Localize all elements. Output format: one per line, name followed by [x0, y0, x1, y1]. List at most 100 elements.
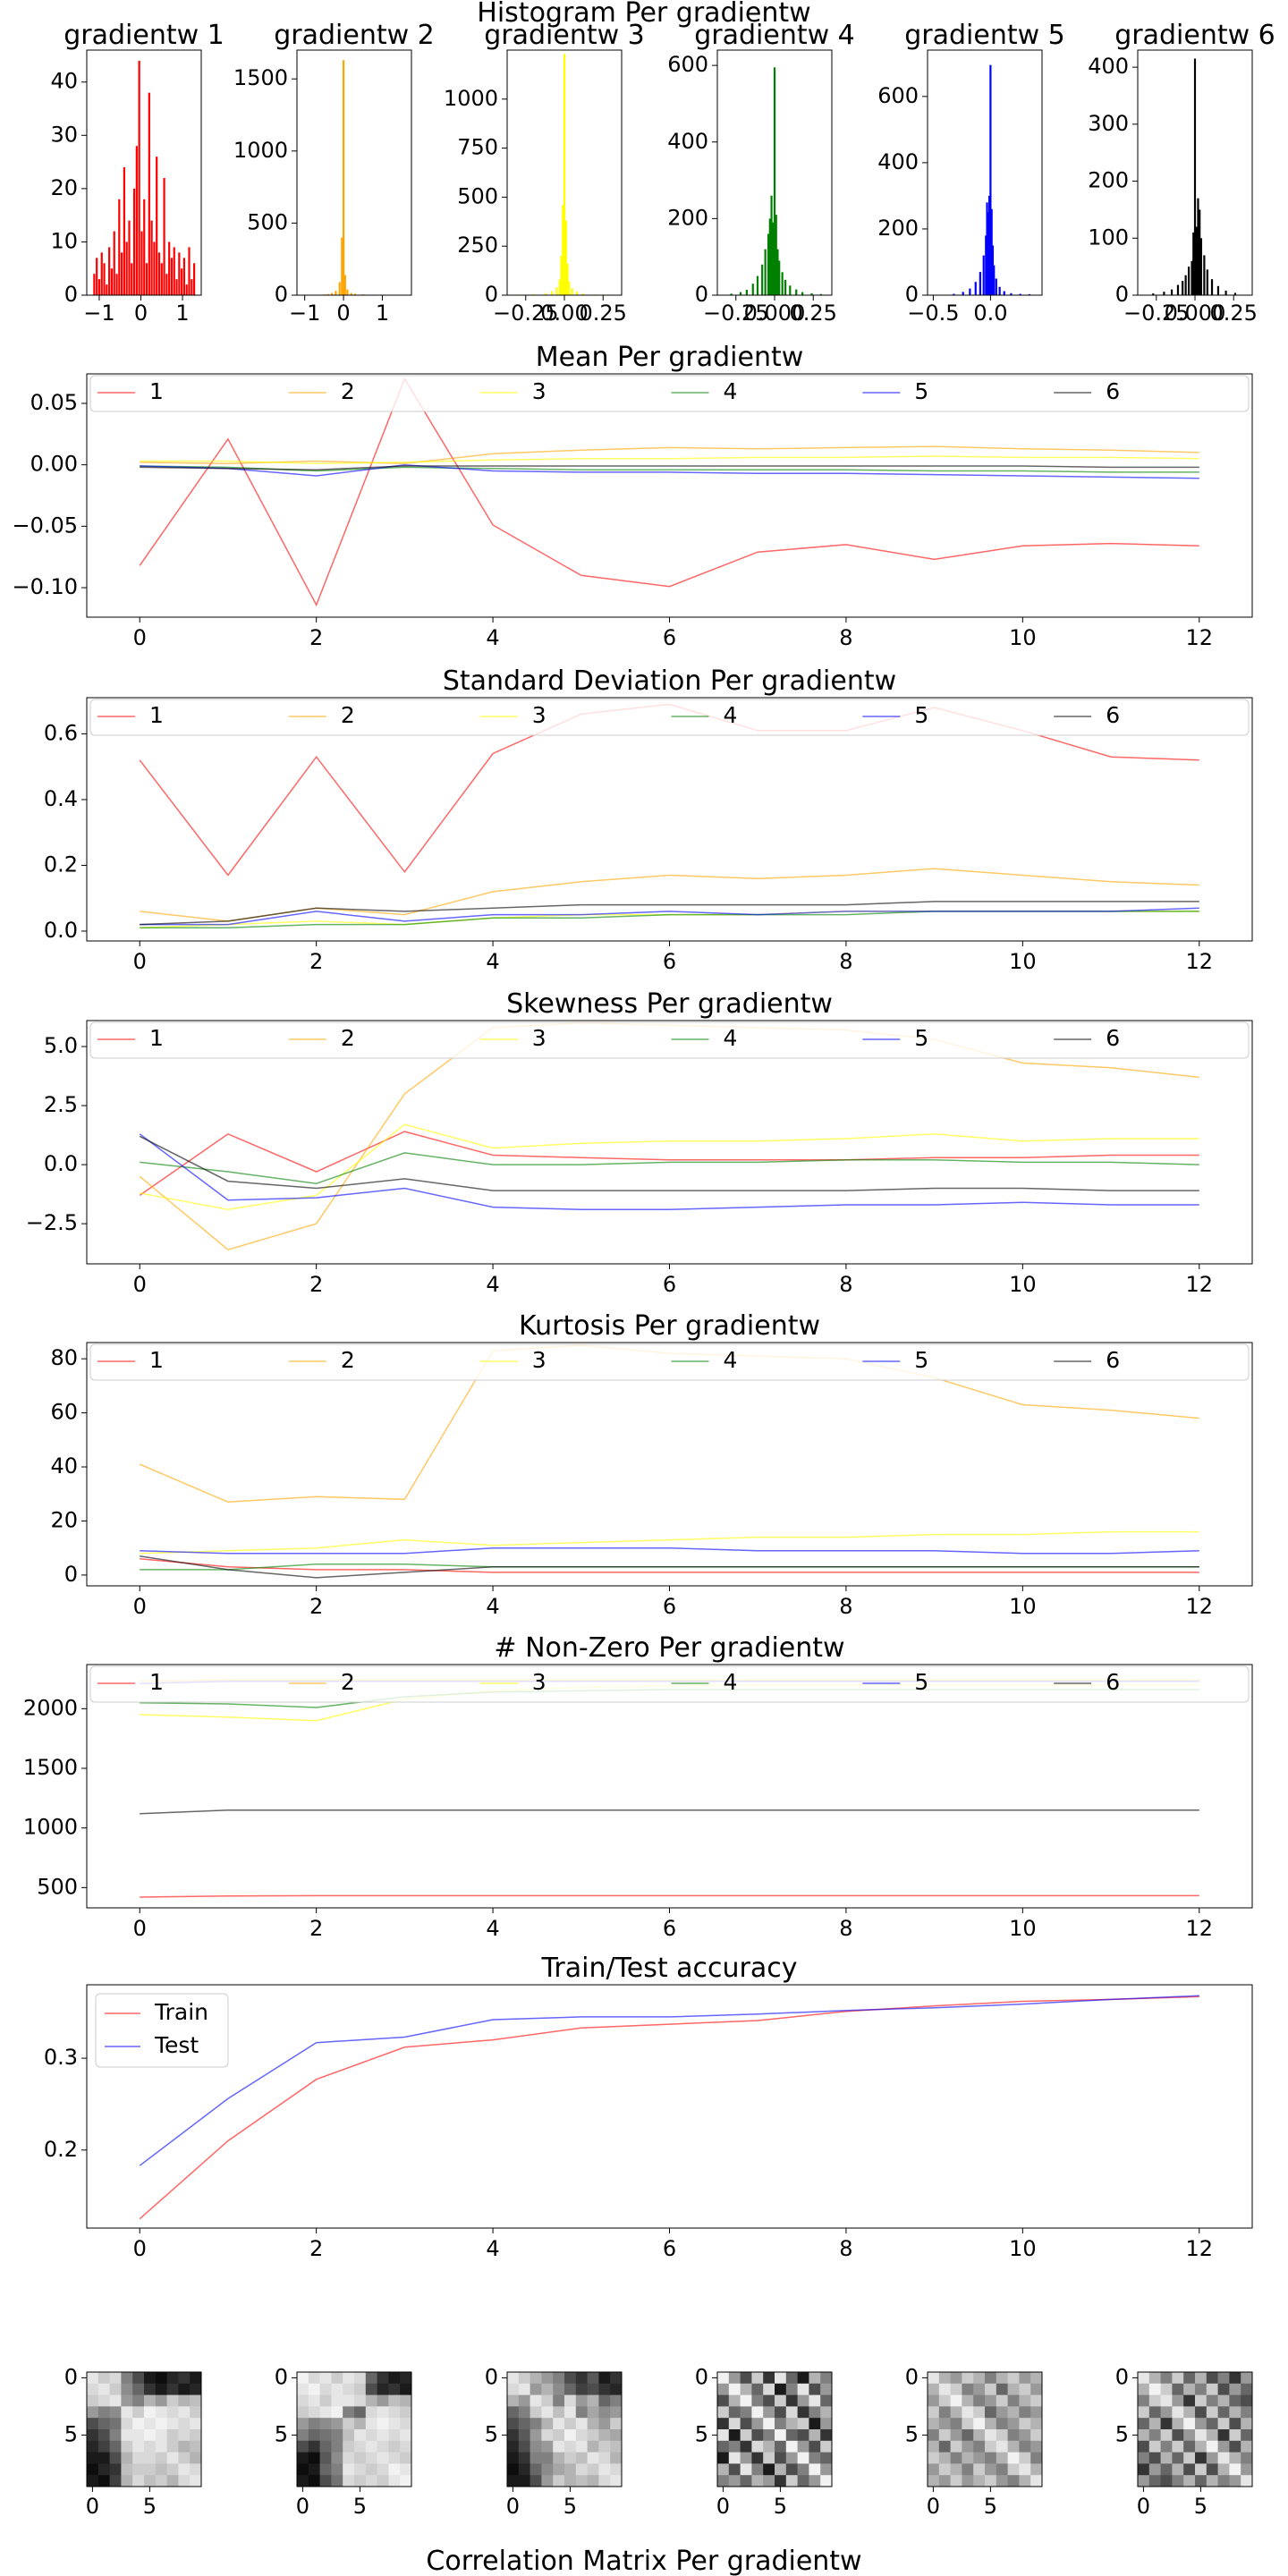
- heatmap-cell: [1160, 2429, 1173, 2442]
- heatmap-cell: [343, 2383, 355, 2396]
- heatmap-cell: [400, 2394, 412, 2407]
- y-tick-label: 500: [247, 209, 288, 234]
- histogram-bar: [182, 258, 186, 295]
- heatmap-cell: [973, 2406, 986, 2419]
- heatmap-cell: [365, 2406, 378, 2419]
- heatmap-cell: [928, 2429, 940, 2442]
- histogram-bar: [1195, 226, 1198, 295]
- heatmap-cell: [97, 2440, 111, 2453]
- plot-frame: [296, 2371, 412, 2487]
- heatmap-cell: [518, 2429, 531, 2442]
- heatmap-cell: [809, 2394, 821, 2407]
- histogram-bar: [93, 274, 96, 295]
- histogram-bar: [132, 188, 136, 295]
- histogram-bar: [775, 215, 777, 295]
- heatmap-cell: [178, 2463, 191, 2476]
- heatmap-cell: [97, 2418, 111, 2430]
- heatmap-cell: [564, 2475, 577, 2487]
- y-tick-label: 2000: [23, 1695, 78, 1720]
- y-tick-label: −2.5: [26, 1210, 78, 1235]
- heatmap-cell: [1138, 2406, 1150, 2419]
- heatmap-cell: [190, 2452, 202, 2464]
- y-tick-label: 5: [64, 2421, 78, 2446]
- x-tick-label: 5: [1194, 2494, 1208, 2519]
- histogram-bar: [1028, 293, 1031, 295]
- heatmap-cell: [121, 2440, 133, 2453]
- histogram-bar: [756, 275, 759, 295]
- heatmap-cell: [530, 2418, 542, 2430]
- heatmap-cell: [388, 2383, 401, 2396]
- histogram-bar: [532, 293, 535, 295]
- heatmap-cell: [996, 2475, 1009, 2487]
- histogram-bar: [772, 222, 775, 295]
- heatmap-cell: [785, 2394, 799, 2407]
- heatmap-cell: [1138, 2440, 1150, 2453]
- legend-label: 3: [532, 378, 547, 404]
- heatmap-cell: [1195, 2406, 1208, 2419]
- heatmap-cell: [575, 2372, 589, 2385]
- heatmap-cell: [598, 2463, 611, 2476]
- heatmap-cell: [87, 2463, 99, 2476]
- legend-box: [89, 1343, 1250, 1381]
- heatmap-cell: [809, 2452, 821, 2464]
- heatmap-cell: [996, 2440, 1009, 2453]
- heatmap-cell: [354, 2406, 367, 2419]
- histogram-bar: [165, 274, 168, 295]
- heatmap-cell: [507, 2452, 520, 2464]
- heatmap-cell: [354, 2418, 367, 2430]
- heatmap-cell: [377, 2440, 389, 2453]
- heatmap-cell: [121, 2418, 133, 2430]
- heatmap-cell: [377, 2463, 389, 2476]
- heatmap-cell: [1183, 2372, 1196, 2385]
- heatmap-cell: [1206, 2394, 1219, 2407]
- heatmap-cell: [354, 2475, 367, 2487]
- histogram-bar: [106, 284, 108, 295]
- y-tick-label: 200: [877, 216, 919, 241]
- heatmap-cell: [751, 2429, 764, 2442]
- y-tick-label: 1500: [23, 1755, 78, 1780]
- heatmap-cell: [1241, 2440, 1253, 2453]
- heatmap-cell: [598, 2406, 611, 2419]
- x-tick-label: 0: [336, 301, 350, 326]
- heatmap-cell: [950, 2418, 962, 2430]
- heatmap-cell: [587, 2394, 599, 2407]
- heatmap-cell: [1148, 2440, 1162, 2453]
- heatmap-cell: [1206, 2383, 1219, 2396]
- heatmap-cell: [973, 2475, 986, 2487]
- histogram-bar: [326, 293, 329, 295]
- heatmap-cell: [1160, 2372, 1173, 2385]
- heatmap-cell: [178, 2475, 191, 2487]
- legend-label: 6: [1106, 378, 1120, 404]
- histogram-bar: [545, 292, 547, 295]
- legend: 1 2 3 4 5 6: [89, 1665, 1250, 1703]
- x-tick-label: 2: [309, 949, 323, 974]
- heatmap-cell: [740, 2372, 752, 2385]
- heatmap-cell: [575, 2475, 589, 2487]
- y-tick-label: 20: [50, 175, 78, 200]
- heatmap-cell: [751, 2440, 764, 2453]
- heatmap-cell: [530, 2440, 542, 2453]
- heatmap-cell: [717, 2418, 730, 2430]
- heatmap-cell: [109, 2394, 122, 2407]
- heatmap-cell: [1172, 2383, 1184, 2396]
- heatmap-cell: [144, 2452, 157, 2464]
- histogram-bar: [810, 292, 813, 295]
- x-tick-label: 0: [506, 2494, 520, 2519]
- heatmap-cell: [775, 2463, 787, 2476]
- y-tick-label: 400: [877, 149, 919, 174]
- x-tick-label: 10: [1009, 949, 1037, 974]
- heatmap-cell: [1007, 2394, 1020, 2407]
- x-tick-label: 4: [486, 1916, 499, 1941]
- heatmap-cell: [530, 2406, 542, 2419]
- heatmap-cell: [1030, 2452, 1043, 2464]
- heatmap-cell: [728, 2429, 741, 2442]
- page-title: Histogram Per gradientw: [477, 0, 810, 29]
- heatmap-cell: [1030, 2406, 1043, 2419]
- heatmap-cell: [1183, 2394, 1196, 2407]
- heatmap-cell: [190, 2463, 202, 2476]
- y-tick-label: 1000: [233, 138, 288, 163]
- heatmap-cell: [928, 2383, 940, 2396]
- x-tick-label: 4: [486, 625, 499, 650]
- heatmap-cell: [343, 2475, 355, 2487]
